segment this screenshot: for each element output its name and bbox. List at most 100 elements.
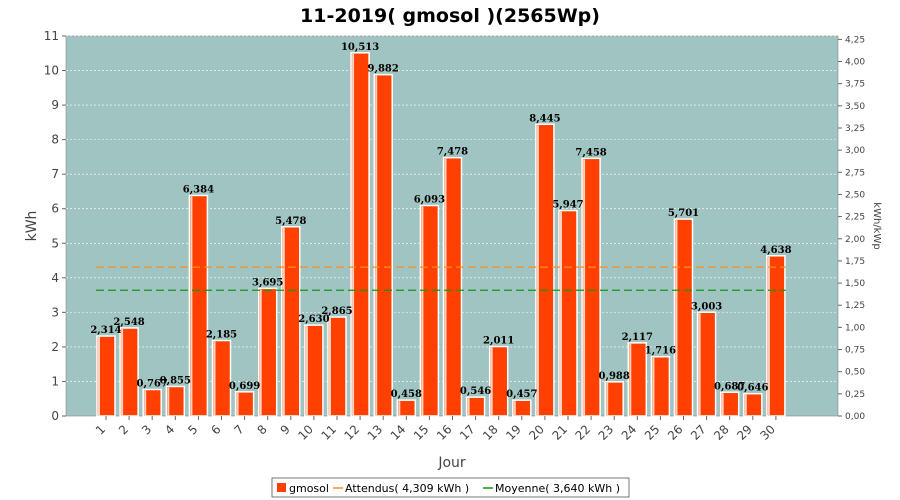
data-label: 2,630	[298, 314, 329, 325]
y-tick-label: 0	[51, 409, 59, 423]
data-label: 5,701	[668, 208, 699, 219]
y-right-tick-label: 1,50	[845, 279, 865, 289]
y-right-tick-label: 0,00	[845, 412, 865, 422]
x-tick-label: 18	[480, 422, 501, 443]
y-right-tick-label: 1,25	[845, 301, 865, 311]
y-right-tick-label: 1,75	[845, 257, 865, 267]
bar-highlight	[652, 357, 655, 415]
legend-swatch-gmosol	[277, 483, 286, 492]
y-tick-label: 6	[51, 202, 59, 216]
data-label: 6,384	[183, 184, 214, 195]
data-label: 2,314	[90, 325, 121, 336]
bar-highlight	[282, 227, 285, 415]
x-tick-label: 24	[619, 422, 640, 443]
x-tick-label: 14	[388, 422, 409, 443]
y-right-tick-label: 4,25	[845, 35, 865, 45]
bar-highlight	[190, 196, 193, 415]
reference-lines	[96, 266, 786, 291]
y-right-tick-label: 4,00	[845, 58, 865, 68]
bar-highlight	[490, 347, 493, 415]
y-tick-label: 5	[51, 236, 59, 250]
bar-highlight	[144, 390, 147, 415]
y-axis-label: kWh	[24, 211, 40, 242]
y-right-tick-label: 3,50	[845, 102, 865, 112]
bar-highlight	[329, 318, 331, 415]
bar-highlight	[259, 289, 262, 415]
data-label: 9,882	[368, 64, 399, 75]
x-tick-label: 1	[93, 422, 108, 437]
y-right-tick-label: 3,00	[845, 146, 865, 156]
bar-highlight	[744, 394, 747, 415]
bar-highlight	[352, 53, 355, 415]
x-tick-label: 5	[185, 422, 200, 437]
x-tick-label: 21	[549, 422, 570, 443]
data-label: 0,687	[714, 381, 745, 392]
y-right-tick-label: 2,75	[845, 168, 865, 178]
y-tick-label: 9	[51, 98, 59, 112]
x-axis-ticks: 1 2 3 4 5 6 7 8 9 10 11 12 13 14 15 16 17 18 19 20 21 22 23 24 2…	[93, 416, 778, 443]
x-tick-label: 19	[503, 422, 524, 443]
y-right-tick-label: 0,50	[845, 368, 865, 378]
data-label: 2,117	[622, 332, 653, 343]
y-right-tick-label: 3,75	[845, 80, 865, 90]
y-right-tick-label: 0,25	[845, 390, 865, 400]
data-label: 2,185	[206, 330, 237, 341]
bar-highlight	[721, 393, 724, 415]
data-label: 7,458	[575, 147, 606, 158]
bar-highlight	[98, 337, 100, 415]
y-tick-label: 11	[44, 29, 59, 43]
x-tick-label: 27	[688, 422, 709, 443]
x-tick-label: 16	[434, 422, 455, 443]
x-tick-label: 10	[295, 422, 316, 443]
bar-highlight	[583, 159, 586, 415]
bar-highlight	[698, 313, 701, 415]
y-right-tick-label: 3,25	[845, 124, 865, 134]
x-tick-label: 13	[365, 422, 386, 443]
bar-highlight	[513, 401, 516, 415]
x-tick-label: 17	[457, 422, 478, 443]
bar-highlight	[421, 206, 424, 415]
x-axis-label: Jour	[437, 455, 466, 471]
data-label: 8,445	[529, 113, 560, 124]
data-label: 0,546	[460, 386, 491, 397]
x-tick-label: 28	[711, 422, 732, 443]
x-tick-label: 3	[139, 422, 154, 437]
x-tick-label: 15	[411, 422, 432, 443]
bar-highlight	[213, 341, 216, 415]
legend-item-moyenne: Moyenne( 3,640 kWh )	[495, 482, 620, 495]
x-tick-label: 25	[642, 422, 663, 443]
data-label: 2,865	[321, 306, 352, 317]
x-tick-label: 20	[526, 422, 547, 443]
y-axis-right-ticks: 0,00 0,25 0,50 0,75 1,00 1,25 1,50 1,75 2,00 2,25…	[838, 35, 865, 422]
data-label: 3,003	[691, 301, 722, 312]
x-tick-label: 22	[573, 422, 594, 443]
data-label: 7,478	[437, 147, 468, 158]
y-right-tick-label: 2,00	[845, 235, 865, 245]
y-right-tick-label: 2,50	[845, 190, 865, 200]
y-tick-label: 7	[51, 167, 59, 181]
bar-highlight	[629, 343, 632, 415]
data-label: 0,855	[160, 375, 191, 386]
data-label: 2,011	[483, 336, 514, 347]
data-label: 4,638	[760, 245, 791, 256]
y-right-tick-label: 1,00	[845, 323, 865, 333]
bar-highlight	[675, 220, 678, 415]
y-tick-label: 4	[51, 271, 59, 285]
x-tick-label: 4	[162, 422, 177, 437]
x-tick-label: 26	[665, 422, 686, 443]
x-tick-label: 29	[734, 422, 755, 443]
bar-highlight	[467, 398, 470, 415]
y-axis-right-label: kWh/kWp	[871, 202, 882, 249]
data-label: 2,548	[113, 317, 144, 328]
bar-highlight	[606, 382, 609, 415]
y-tick-label: 2	[51, 340, 59, 354]
y-right-tick-label: 0,75	[845, 346, 865, 356]
x-tick-label: 11	[318, 422, 339, 443]
legend-box	[271, 477, 630, 498]
bar-highlight	[375, 75, 378, 415]
x-tick-label: 23	[596, 422, 617, 443]
bar-highlight	[767, 256, 770, 415]
bar-highlight	[398, 401, 401, 415]
